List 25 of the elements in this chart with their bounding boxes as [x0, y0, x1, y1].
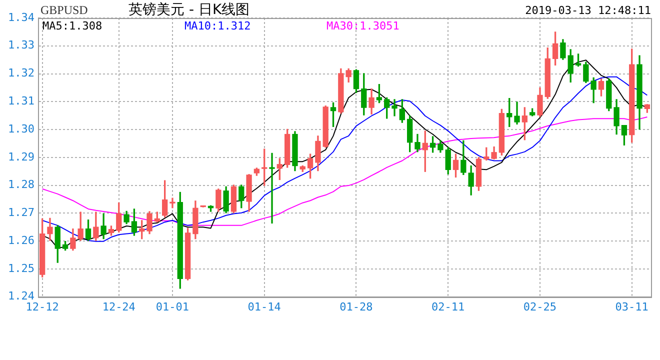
x-tick-label: 02-11: [432, 300, 465, 314]
text: 2019-03-13 12:48:11: [525, 4, 651, 17]
y-tick-label: 1.30: [8, 122, 34, 136]
text: MA10:1.312: [184, 19, 251, 32]
x-tick-label: 12-24: [102, 300, 136, 314]
x-tick-label: 02-25: [523, 300, 557, 314]
y-tick-label: 1.29: [8, 150, 34, 164]
y-tick-label: 1.34: [8, 10, 35, 24]
x-tick-label: 03-11: [615, 300, 648, 314]
x-tick-label: 01-01: [156, 300, 190, 314]
text: MA30:1.3051: [326, 19, 400, 32]
y-tick-label: 1.25: [8, 262, 34, 275]
chart-title: 英镑美元 - 日K线图: [128, 2, 250, 18]
chart-subtitle: GBPUSD: [40, 3, 88, 17]
y-tick-label: 1.32: [8, 66, 34, 80]
x-tick-label: 01-14: [248, 300, 282, 314]
y-tick-label: 1.33: [8, 38, 34, 52]
y-tick-label: 1.24: [8, 290, 35, 303]
y-tick-label: 1.26: [8, 234, 34, 247]
x-tick-label: 12-12: [26, 300, 59, 314]
y-tick-label: 1.27: [8, 206, 34, 220]
y-tick-label: 1.28: [8, 178, 34, 192]
text: MA5:1.308: [42, 19, 102, 32]
y-tick-label: 1.31: [8, 94, 34, 108]
x-tick-label: 01-28: [340, 300, 373, 314]
